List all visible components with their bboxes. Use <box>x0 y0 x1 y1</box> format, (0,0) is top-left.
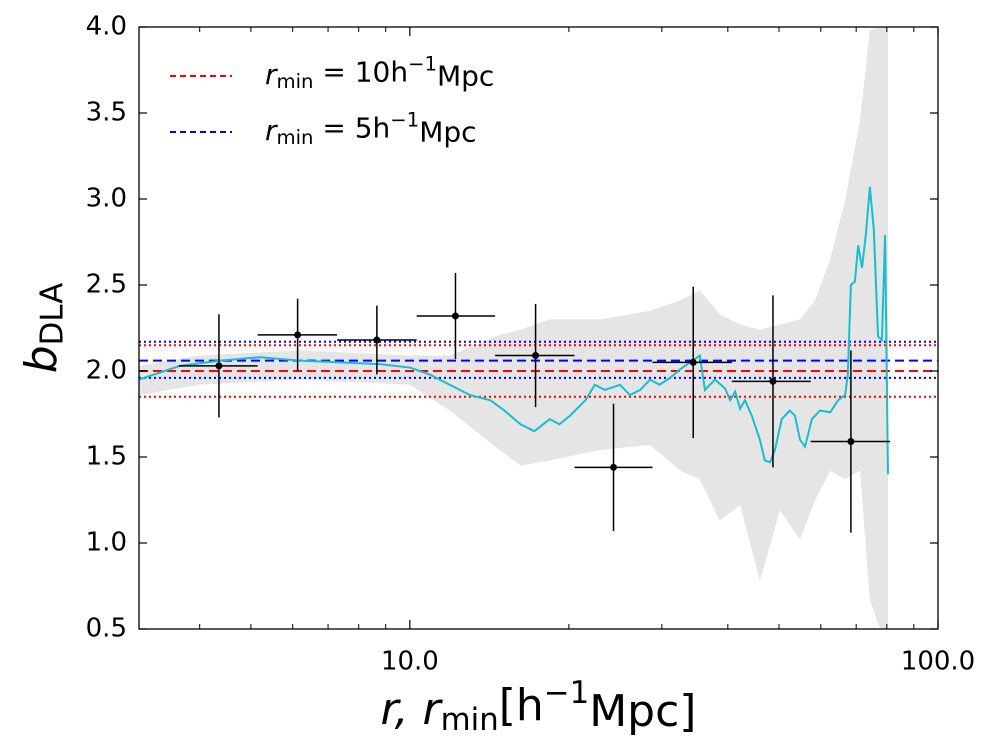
x-tick-label: 100.0 <box>901 647 975 677</box>
legend-label-part: = 5h <box>313 111 390 144</box>
x-axis-label-part: min <box>441 702 499 738</box>
data-point <box>294 331 302 339</box>
y-axis-label-part: DLA <box>34 283 70 346</box>
data-point <box>451 312 459 320</box>
data-point <box>847 438 855 446</box>
plot-area <box>139 27 938 629</box>
legend-label-part: −1 <box>408 52 437 75</box>
y-tick-label: 1.0 <box>86 528 127 558</box>
y-tick-label: 2.0 <box>86 356 127 386</box>
x-axis-label-part: r, r <box>381 684 444 735</box>
legend-label-part: Mpc <box>419 115 476 148</box>
legend-label-part: min <box>277 125 314 148</box>
data-point <box>215 362 223 370</box>
legend-label-part: = 10h <box>313 55 408 88</box>
y-tick-label: 3.0 <box>86 184 127 214</box>
y-tick-label: 3.5 <box>86 98 127 128</box>
legend-label: rmin = 5h−1Mpc <box>265 108 477 148</box>
x-axis-label-part: Mpc] <box>589 686 696 737</box>
y-axis-label-part: b <box>16 345 67 373</box>
legend-label: rmin = 10h−1Mpc <box>265 52 494 92</box>
y-axis-label: bDLA <box>16 283 70 374</box>
data-point <box>769 377 777 385</box>
legend-label-part: min <box>277 69 314 92</box>
legend-label-part: r <box>265 58 278 91</box>
y-tick-label: 4.0 <box>86 12 127 42</box>
data-point <box>532 352 540 360</box>
legend-label-part: −1 <box>390 108 419 131</box>
data-point <box>373 336 381 344</box>
y-tick-label: 2.5 <box>86 270 127 300</box>
x-axis-label-part: [h <box>499 680 544 731</box>
x-axis-label-part: −1 <box>544 675 589 711</box>
legend-label-part: Mpc <box>437 59 494 92</box>
uncertainty-band <box>139 27 888 629</box>
data-point <box>689 358 697 366</box>
curve <box>139 186 889 475</box>
y-tick-label: 1.5 <box>86 442 127 472</box>
x-tick-label: 10.0 <box>381 647 439 677</box>
axes-frame <box>138 26 939 630</box>
legend-label-part: r <box>265 114 278 147</box>
y-tick-label: 0.5 <box>86 614 127 644</box>
x-axis-label: r, rmin[h−1Mpc] <box>381 675 697 738</box>
data-point <box>610 463 618 471</box>
